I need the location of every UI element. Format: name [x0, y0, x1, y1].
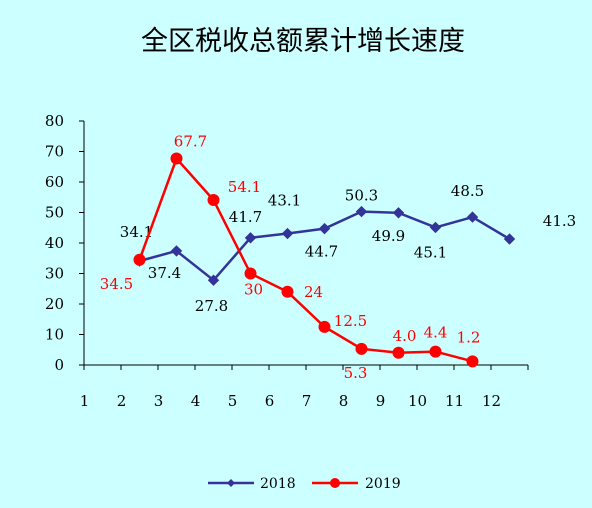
data-label-2019: 54.1: [228, 178, 261, 196]
data-point-2018: [281, 227, 294, 240]
data-point-2019: [355, 342, 368, 355]
data-point-2019: [133, 253, 146, 266]
data-point-2019: [318, 320, 331, 333]
y-tick-label: 70: [45, 143, 64, 161]
data-label-2018: 41.3: [543, 212, 576, 230]
data-label-2019: 67.7: [174, 133, 207, 151]
data-label-2019: 30: [244, 281, 263, 299]
y-tick-label: 20: [45, 295, 64, 313]
data-label-2018: 44.7: [305, 243, 338, 261]
data-label-2019: 34.5: [100, 275, 133, 293]
data-label-2019: 12.5: [334, 312, 367, 330]
x-tick-label: 1: [80, 392, 90, 410]
data-label-2018: 34.1: [120, 223, 153, 241]
data-label-2018: 41.7: [229, 208, 262, 226]
data-label-2019: 4.4: [424, 324, 448, 342]
x-tick-label: 11: [445, 392, 464, 410]
series-line-2019: [138, 156, 473, 363]
data-label-2018: 48.5: [451, 182, 484, 200]
data-point-2018: [170, 245, 183, 257]
plot-area: 34.1 37.4 27.8 41.7 43.1 44.7 50.3 49.9 45.1 48.5…: [100, 133, 576, 382]
data-label-2018: 50.3: [345, 187, 378, 205]
data-label-2019: 4.0: [393, 327, 417, 345]
legend-marker-2018: [227, 479, 235, 487]
data-point-2018: [503, 233, 516, 245]
y-tick-label: 10: [45, 326, 64, 344]
x-tick-label: 8: [339, 392, 349, 410]
data-point-2018: [207, 274, 220, 286]
data-label-2019: 1.2: [457, 328, 481, 346]
chart-title: 全区税收总额累计增长速度: [141, 26, 465, 57]
data-point-2018: [244, 232, 257, 244]
data-point-2019: [207, 193, 220, 206]
data-label-2018: 27.8: [195, 297, 228, 315]
data-label-2019: 5.3: [344, 364, 368, 382]
y-tick-label: 30: [45, 265, 64, 283]
x-tick-label: 4: [191, 392, 201, 410]
legend-label-2019: 2019: [365, 476, 401, 492]
data-label-2018: 37.4: [148, 264, 181, 282]
data-point-2019: [281, 285, 294, 298]
data-point-2019: [466, 355, 479, 368]
data-point-2018: [392, 207, 405, 219]
x-tick-label: 10: [408, 392, 427, 410]
data-label-2018: 43.1: [268, 192, 301, 210]
data-point-2019: [429, 345, 442, 358]
data-point-2018: [318, 222, 331, 235]
y-tick-label: 40: [45, 234, 64, 252]
data-point-2018: [466, 211, 479, 223]
data-label-2019: 24: [304, 283, 323, 301]
legend-marker-2019: [330, 478, 340, 488]
data-point-2018: [429, 221, 442, 234]
x-tick-label: 3: [154, 392, 164, 410]
legend: 2018 2019: [208, 476, 401, 492]
data-point-2019: [170, 152, 183, 165]
x-tick-label: 7: [302, 392, 312, 410]
data-label-2018: 49.9: [372, 227, 405, 245]
y-tick-label: 50: [45, 204, 64, 222]
x-tick-label: 12: [482, 392, 501, 410]
y-tick-label: 80: [45, 112, 64, 130]
x-tick-label: 9: [376, 392, 386, 410]
x-tick-label: 2: [117, 392, 127, 410]
y-tick-label: 0: [54, 356, 64, 374]
data-point-2018: [355, 205, 368, 218]
x-tick-label: 6: [265, 392, 275, 410]
data-point-2019: [244, 267, 257, 280]
y-tick-label: 60: [45, 173, 64, 191]
data-label-2018: 45.1: [414, 243, 447, 261]
legend-label-2018: 2018: [260, 476, 296, 492]
x-tick-label: 5: [228, 392, 238, 410]
data-point-2019: [392, 346, 405, 359]
